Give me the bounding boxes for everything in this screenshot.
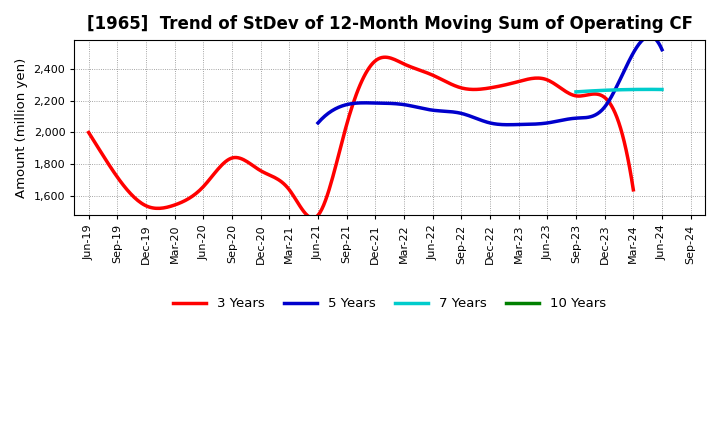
7 Years bbox=[650, 87, 659, 92]
5 Years bbox=[526, 121, 534, 127]
7 Years bbox=[623, 87, 631, 92]
3 Years bbox=[382, 55, 390, 60]
Y-axis label: Amount (million yen): Amount (million yen) bbox=[15, 58, 28, 198]
5 Years bbox=[626, 55, 635, 60]
Line: 7 Years: 7 Years bbox=[576, 89, 662, 92]
5 Years bbox=[605, 98, 613, 103]
3 Years bbox=[421, 70, 430, 75]
3 Years bbox=[308, 216, 317, 221]
3 Years bbox=[86, 133, 95, 138]
5 Years bbox=[314, 120, 323, 125]
Line: 3 Years: 3 Years bbox=[89, 57, 634, 218]
7 Years bbox=[644, 87, 653, 92]
3 Years bbox=[629, 187, 638, 192]
5 Years bbox=[645, 34, 654, 39]
3 Years bbox=[582, 92, 590, 98]
Line: 5 Years: 5 Years bbox=[318, 37, 662, 125]
7 Years bbox=[643, 87, 652, 92]
7 Years bbox=[572, 89, 580, 95]
5 Years bbox=[503, 122, 512, 127]
3 Years bbox=[413, 66, 421, 72]
5 Years bbox=[518, 122, 527, 127]
5 Years bbox=[657, 47, 666, 52]
3 Years bbox=[410, 66, 419, 71]
3 Years bbox=[84, 130, 93, 135]
Legend: 3 Years, 5 Years, 7 Years, 10 Years: 3 Years, 5 Years, 7 Years, 10 Years bbox=[168, 292, 611, 315]
3 Years bbox=[547, 79, 556, 84]
5 Years bbox=[315, 119, 323, 124]
7 Years bbox=[572, 89, 580, 95]
Title: [1965]  Trend of StDev of 12-Month Moving Sum of Operating CF: [1965] Trend of StDev of 12-Month Moving… bbox=[86, 15, 693, 33]
7 Years bbox=[624, 87, 633, 92]
5 Years bbox=[520, 122, 528, 127]
7 Years bbox=[623, 87, 631, 92]
7 Years bbox=[657, 87, 666, 92]
